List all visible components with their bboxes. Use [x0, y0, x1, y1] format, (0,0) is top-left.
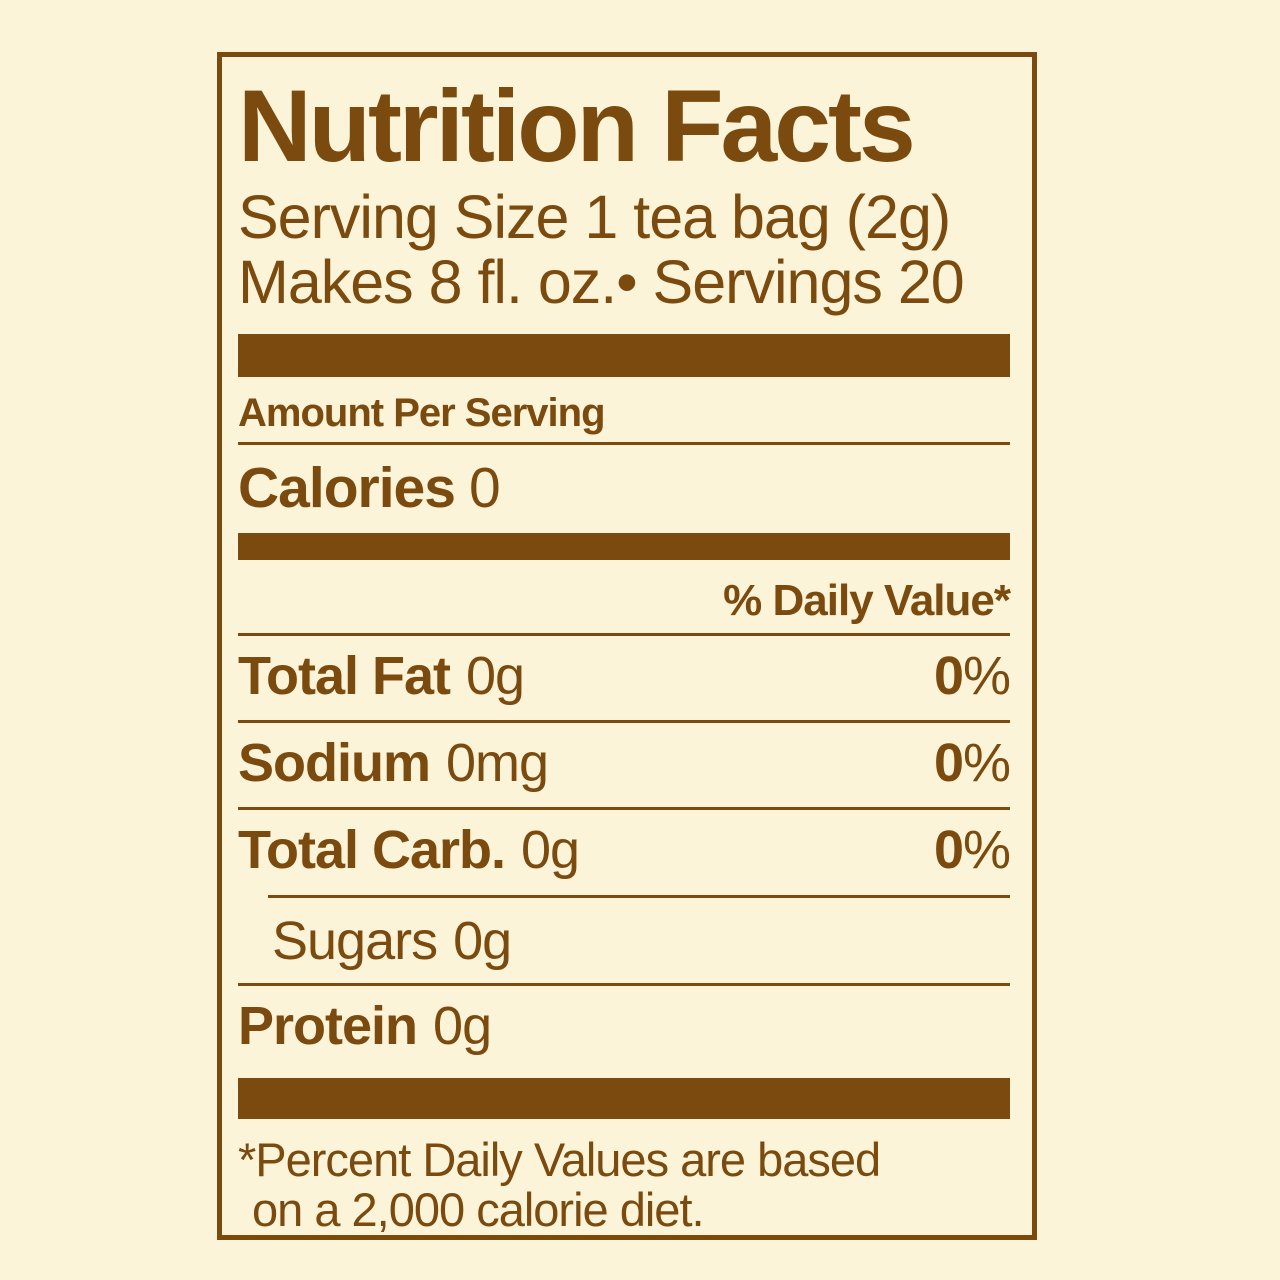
rule-under-sodium: [238, 807, 1010, 811]
rule-under-total-carb-indented: [268, 894, 1010, 898]
nutrient-row-protein: Protein 0g: [238, 996, 1010, 1057]
serving-size-line: Serving Size 1 tea bag (2g): [238, 183, 951, 251]
percent-sign: %: [962, 820, 1011, 881]
percent-sign: %: [962, 732, 1011, 793]
nutrient-name-amount: Protein 0g: [238, 996, 492, 1057]
daily-value-cell: 0%: [933, 732, 1011, 793]
separator-bar-top: [238, 333, 1010, 377]
daily-value-number: 0: [933, 645, 964, 706]
nutrient-name: Total Fat: [238, 645, 451, 706]
separator-bar-calories: [238, 532, 1010, 560]
daily-value-cell: 0%: [933, 820, 1011, 881]
nutrient-amount: 0g: [521, 820, 580, 881]
nutrient-name-amount: Sugars 0g: [272, 910, 512, 971]
daily-value-number: 0: [933, 732, 964, 793]
separator-bar-bottom: [238, 1078, 1010, 1120]
nutrient-amount: 0mg: [446, 732, 549, 793]
nutrient-name-amount: Sodium 0mg: [238, 732, 549, 793]
daily-value-header: % Daily Value*: [723, 575, 1011, 625]
nutrient-row-sodium: Sodium 0mg 0%: [238, 732, 1011, 793]
nutrient-row-sugars: Sugars 0g: [238, 910, 1010, 971]
nutrient-row-total-carb: Total Carb. 0g 0%: [238, 820, 1011, 881]
rule-under-daily-value-header: [238, 632, 1010, 636]
amount-per-serving-heading: Amount Per Serving: [238, 390, 606, 435]
nutrient-name: Protein: [238, 996, 418, 1057]
calories-value: 0: [468, 455, 501, 520]
nutrient-row-total-fat: Total Fat 0g 0%: [238, 645, 1011, 706]
nutrition-facts-label: Nutrition Facts Serving Size 1 tea bag (…: [217, 52, 1037, 1240]
nutrient-amount: 0g: [465, 645, 525, 706]
rule-under-total-fat: [238, 719, 1010, 723]
nutrient-amount: 0g: [433, 996, 492, 1057]
nutrient-name: Sodium: [238, 732, 431, 793]
footnote-line-1: *Percent Daily Values are based: [238, 1133, 881, 1187]
servings-count-line: Makes 8 fl. oz.• Servings 20: [238, 248, 965, 317]
nutrient-name: Total Carb.: [238, 820, 506, 881]
percent-sign: %: [962, 645, 1011, 706]
nutrient-name-amount: Total Fat 0g: [238, 645, 525, 706]
calories-label: Calories: [238, 455, 456, 520]
daily-value-cell: 0%: [933, 645, 1011, 706]
nutrient-name-amount: Total Carb. 0g: [238, 820, 580, 881]
nutrient-name: Sugars: [272, 910, 438, 971]
daily-value-number: 0: [933, 820, 964, 881]
footnote-line-2: on a 2,000 calorie diet.: [252, 1183, 705, 1237]
daily-values-footnote: *Percent Daily Values are based on a 2,0…: [238, 1135, 1010, 1235]
label-title: Nutrition Facts: [238, 69, 916, 183]
nutrient-amount: 0g: [453, 910, 512, 971]
calories-row: Calories 0: [238, 455, 1010, 521]
rule-under-amount-per-serving: [238, 441, 1010, 445]
rule-under-sugars: [238, 983, 1010, 987]
